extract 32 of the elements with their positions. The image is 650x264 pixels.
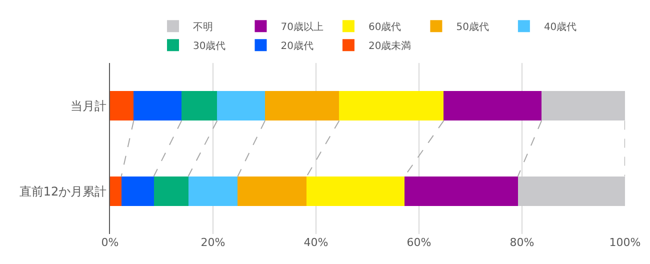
x-tick-label: 80%	[510, 236, 534, 249]
bar	[339, 90, 444, 121]
x-tick-label: 40%	[304, 236, 328, 249]
legend-label: 不明	[193, 22, 213, 33]
bar	[121, 176, 154, 206]
x-tick-label: 20%	[200, 236, 226, 249]
bar	[188, 176, 238, 206]
bar	[154, 176, 188, 206]
bar	[134, 90, 182, 121]
y-tick-label: 直前12か月累計	[19, 184, 107, 198]
legend-label: 40歳代	[544, 20, 577, 33]
bar	[110, 90, 134, 121]
y-tick-label: 当月計	[70, 98, 107, 113]
x-tick-label: 100%	[609, 236, 641, 249]
bar	[110, 176, 122, 206]
legend-label: 20歳代	[280, 40, 314, 52]
bar	[542, 90, 625, 121]
bar	[518, 176, 625, 206]
legend-label: 70歳以上	[280, 20, 324, 33]
bar	[217, 90, 266, 121]
bar	[444, 90, 542, 121]
bar	[238, 176, 307, 206]
x-tick-label: 0%	[101, 236, 119, 249]
legend-label: 20歳未満	[368, 40, 412, 52]
bar	[306, 176, 405, 206]
bar	[404, 176, 518, 206]
legend-label: 30歳代	[193, 40, 226, 52]
bar	[182, 90, 218, 121]
bar	[265, 90, 340, 121]
legend-label: 50歳代	[456, 20, 489, 33]
legend-label: 60歳代	[368, 20, 402, 33]
x-tick-label: 60%	[406, 236, 432, 249]
